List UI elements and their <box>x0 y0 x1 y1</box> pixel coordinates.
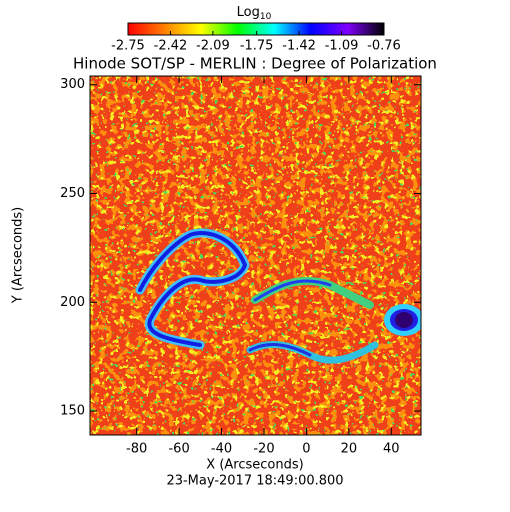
x-tick-label: 40 <box>383 442 400 457</box>
y-tick-label: 300 <box>60 77 85 92</box>
x-axis-label: X (Arcseconds) <box>206 458 303 473</box>
y-axis-label: Y (Arcseconds) <box>11 207 26 304</box>
x-tick-label: 20 <box>341 442 358 457</box>
x-tick-label: -40 <box>211 442 232 457</box>
plot-frame <box>89 75 422 436</box>
colorbar-tick-label: -2.42 <box>154 39 188 54</box>
x-tick-label: -60 <box>168 442 189 457</box>
y-tick-label: 150 <box>60 404 85 419</box>
colorbar-title-base: Log <box>237 5 260 20</box>
x-tick-label: -80 <box>126 442 147 457</box>
colorbar-tick-label: -1.42 <box>282 39 316 54</box>
colorbar-tick-label: -1.75 <box>240 39 274 54</box>
colorbar <box>127 22 385 36</box>
x-tick-label: -20 <box>253 442 274 457</box>
colorbar-tick-label: -2.75 <box>111 39 145 54</box>
footer: 23-May-2017 18:49:00.800 <box>166 474 343 489</box>
image-texture <box>90 76 421 435</box>
y-tick-label: 200 <box>60 295 85 310</box>
y-tick-label: 250 <box>60 186 85 201</box>
image <box>90 76 421 435</box>
image-features <box>135 228 379 364</box>
chart-title: Hinode SOT/SP - MERLIN : Degree of Polar… <box>73 55 437 73</box>
colorbar-title-subscript: 10 <box>260 12 272 22</box>
colorbar-tick-label: -0.76 <box>367 39 401 54</box>
colorbar-tick-label: -1.09 <box>325 39 359 54</box>
image-feature <box>395 312 413 328</box>
x-tick-label: 0 <box>302 442 310 457</box>
colorbar-title: Log10 <box>237 5 272 22</box>
colorbar-tick-label: -2.09 <box>196 39 230 54</box>
